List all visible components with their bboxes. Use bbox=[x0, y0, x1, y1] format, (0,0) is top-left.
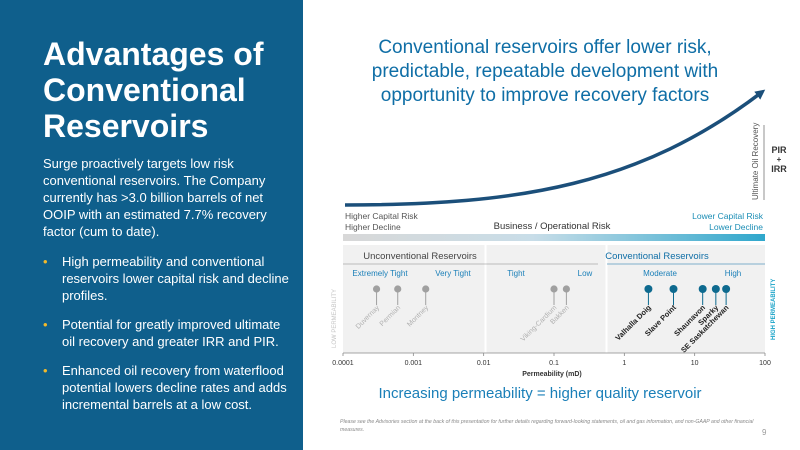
risk-bar-title: Business / Operational Risk bbox=[494, 221, 611, 232]
bullet-dot-icon: • bbox=[43, 363, 48, 378]
x-axis-tick-label: 1 bbox=[622, 360, 626, 367]
slide-title: Advantages of Conventional Reservoirs bbox=[43, 36, 264, 144]
higher-capital-risk-label: Higher Capital Risk bbox=[345, 211, 418, 221]
reservoir-pin-point bbox=[644, 285, 653, 293]
x-axis-tick-label: 0.1 bbox=[549, 360, 559, 367]
reservoir-pin-point bbox=[711, 285, 720, 293]
reservoir-pin-point bbox=[422, 285, 430, 293]
class-label-high: High bbox=[725, 269, 741, 278]
reservoir-pin-point bbox=[372, 285, 381, 293]
high-permeability-label: HIGH PERMEABILITY bbox=[771, 279, 777, 340]
x-axis-tick-label: 10 bbox=[691, 360, 699, 367]
x-axis-tick-label: 100 bbox=[759, 360, 771, 367]
reservoir-pin-point bbox=[698, 285, 707, 293]
lower-decline-label: Lower Decline bbox=[709, 222, 763, 232]
x-axis-tick-label: 0.01 bbox=[477, 360, 491, 367]
x-axis-tick-label: 0.001 bbox=[405, 360, 423, 367]
ultimate-oil-recovery-label: Ultimate Oil Recovery bbox=[751, 123, 760, 200]
unconventional-panel bbox=[343, 245, 485, 353]
x-axis-tick-label: 0.0001 bbox=[332, 360, 354, 367]
intro-paragraph: Surge proactively targets low risk conve… bbox=[43, 156, 267, 239]
bullet-item: • Potential for greatly improved ultimate… bbox=[43, 317, 281, 349]
x-axis-ticks: 0.0001 0.001 0.01 0.1 1 10 100 bbox=[332, 353, 771, 367]
bullet-item: • Enhanced oil recovery from waterflood p… bbox=[43, 363, 287, 412]
bullet-dot-icon: • bbox=[43, 317, 48, 332]
lower-capital-risk-label: Lower Capital Risk bbox=[692, 211, 764, 221]
higher-decline-label: Higher Decline bbox=[345, 222, 401, 232]
growth-curve bbox=[344, 89, 766, 207]
reservoir-pin-point bbox=[722, 285, 731, 293]
permeability-diagram: Ultimate Oil Recovery PIR + IRR Higher C… bbox=[332, 89, 787, 378]
conventional-panel bbox=[607, 245, 765, 353]
tagline: Increasing permeability = higher quality… bbox=[378, 385, 702, 402]
class-label-tight: Tight bbox=[507, 269, 525, 278]
plus-label: + bbox=[777, 155, 782, 164]
bullet-list: • High permeability and conventional rese… bbox=[43, 253, 293, 425]
headline: Conventional reservoirs offer lower risk… bbox=[371, 37, 719, 106]
x-axis-label: Permeability (mD) bbox=[522, 371, 582, 378]
tight-low-panel bbox=[486, 245, 606, 353]
irr-label: IRR bbox=[771, 164, 787, 174]
reservoir-pin-point bbox=[394, 285, 402, 293]
footnote: Please see the Advisories section at the… bbox=[340, 419, 754, 433]
pir-label: PIR bbox=[771, 145, 787, 155]
page-number: 9 bbox=[762, 428, 767, 437]
class-label-moderate: Moderate bbox=[643, 269, 677, 278]
risk-gradient-bar bbox=[343, 234, 765, 241]
left-panel: Advantages of Conventional Reservoirs Su… bbox=[0, 0, 303, 450]
unconventional-header: Unconventional Reservoirs bbox=[363, 251, 477, 262]
reservoir-pin-point bbox=[562, 285, 570, 293]
bullet-dot-icon: • bbox=[43, 254, 48, 269]
class-label-very-tight: Very Tight bbox=[435, 269, 471, 278]
bullet-item: • High permeability and conventional rese… bbox=[43, 254, 289, 303]
conventional-header: Conventional Reservoirs bbox=[605, 251, 709, 262]
low-permeability-label: LOW PERMEABILITY bbox=[332, 289, 338, 348]
class-label-extremely-tight: Extremely Tight bbox=[352, 269, 408, 278]
class-label-low: Low bbox=[578, 269, 593, 278]
reservoir-pin-point bbox=[550, 285, 558, 293]
reservoir-pin-point bbox=[669, 285, 678, 293]
